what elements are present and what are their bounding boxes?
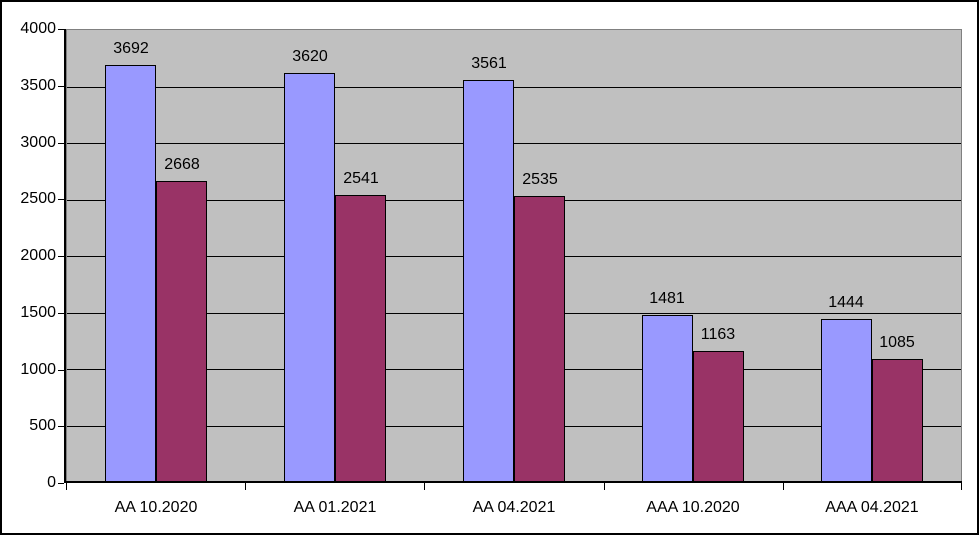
x-axis-tick (604, 483, 605, 490)
y-axis-tick (58, 370, 64, 371)
y-axis-tick (58, 426, 64, 427)
y-axis-tick-label: 1000 (20, 361, 56, 378)
y-axis-tick-label: 500 (29, 417, 56, 434)
bar-series-1-blue-0 (105, 65, 156, 482)
x-axis-category-label: AA 10.2020 (114, 499, 198, 516)
bar-value-label: 1444 (828, 294, 864, 311)
bar-value-label: 2668 (164, 156, 200, 173)
gridline (67, 143, 961, 144)
x-axis-tick (783, 483, 784, 490)
x-axis-tick (66, 483, 67, 490)
bar-value-label: 1481 (649, 290, 685, 307)
bar-value-label: 3561 (471, 55, 507, 72)
y-axis-tick (58, 86, 64, 87)
bar-series-1-blue-1 (284, 73, 335, 482)
y-axis-tick-label: 1500 (20, 304, 56, 321)
bar-value-label: 3692 (113, 40, 149, 57)
x-axis-line (64, 481, 962, 483)
bar-series-2-maroon-0 (156, 181, 207, 482)
y-axis-tick-label: 2000 (20, 247, 56, 264)
x-axis-tick (961, 483, 962, 490)
y-axis-tick-label: 0 (47, 474, 56, 491)
bar-series-2-maroon-1 (335, 195, 386, 482)
y-axis-tick-label: 3500 (20, 77, 56, 94)
bar-series-1-blue-4 (821, 319, 872, 482)
bar-series-2-maroon-4 (872, 359, 923, 482)
bar-value-label: 3620 (292, 48, 328, 65)
x-axis-category-label: AAA 10.2020 (646, 499, 740, 516)
y-axis-tick-label: 4000 (20, 20, 56, 37)
gridline (67, 87, 961, 88)
bar-value-label: 1163 (700, 326, 736, 343)
bar-value-label: 1085 (879, 334, 915, 351)
x-axis-category-label: AA 04.2021 (472, 499, 556, 516)
bar-series-1-blue-3 (642, 315, 693, 482)
bar-value-label: 2541 (343, 170, 379, 187)
x-axis-category-label: AAA 04.2021 (825, 499, 919, 516)
bar-series-1-blue-2 (463, 80, 514, 482)
y-axis-line (64, 29, 66, 483)
y-axis-tick (58, 29, 64, 30)
y-axis-tick (58, 313, 64, 314)
y-axis-tick-label: 3000 (20, 134, 56, 151)
plot-area: 3692 3620 3561 1481 1444 2668 2541 2535 1163 1085 (66, 29, 962, 483)
x-axis-tick (424, 483, 425, 490)
x-axis-category-label: AA 01.2021 (293, 499, 377, 516)
x-axis-tick (245, 483, 246, 490)
bar-value-label: 2535 (522, 171, 558, 188)
y-axis-tick (58, 199, 64, 200)
bar-series-2-maroon-3 (693, 351, 744, 482)
bar-series-2-maroon-2 (514, 196, 565, 482)
y-axis-tick-label: 2500 (20, 190, 56, 207)
y-axis-tick (58, 483, 64, 484)
y-axis-tick (58, 256, 64, 257)
y-axis-tick (58, 143, 64, 144)
